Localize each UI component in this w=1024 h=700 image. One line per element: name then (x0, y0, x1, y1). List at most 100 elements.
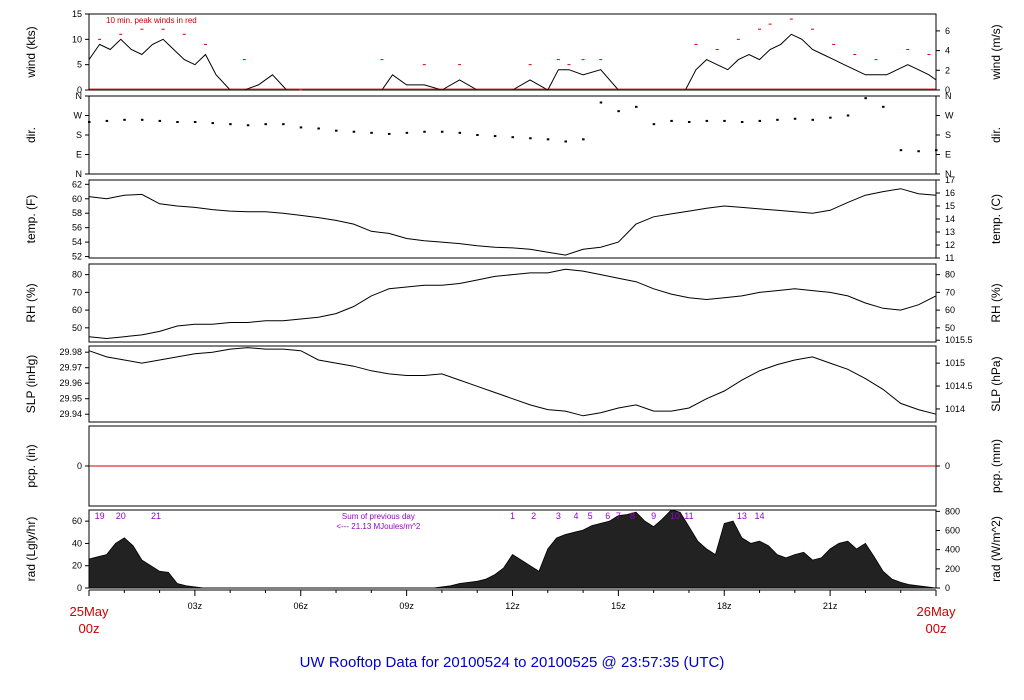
rad-hour-label: 2 (531, 511, 536, 521)
rh-ylabel-left: RH (%) (24, 283, 38, 322)
slp-ylabel-left: SLP (inHg) (24, 355, 38, 413)
dir-point (564, 140, 567, 143)
slp-series-line (88, 347, 937, 417)
dir-point (140, 118, 144, 121)
x-tick-label: 03z (188, 601, 203, 611)
dir-point (740, 121, 744, 123)
dir-point (458, 131, 462, 134)
dir-point (282, 123, 285, 126)
dir-point (670, 119, 673, 122)
slp-right-tick-label: 1014.5 (945, 381, 973, 391)
pcp-ylabel-right: pcp. (mm) (989, 439, 1003, 493)
wind-right-tick-label: 0 (945, 85, 950, 95)
dir-point (176, 121, 179, 123)
wind-ylabel-right: wind (m/s) (989, 24, 1003, 80)
rad-hour-label: 6 (605, 511, 610, 521)
rad-hour-label: 10 (670, 511, 680, 521)
rh-ylabel-right: RH (%) (989, 283, 1003, 322)
dir-point (829, 116, 832, 119)
dir-point (899, 149, 903, 152)
temp-left-tick-label: 58 (72, 208, 82, 218)
slp-right-tick-label: 1015 (945, 358, 965, 368)
rad-right-tick-label: 200 (945, 564, 960, 574)
dir-point (246, 124, 250, 127)
rad-series-area (88, 509, 937, 589)
pcp-right-tick-label: 0 (945, 461, 950, 471)
x-end-date: 26May (916, 604, 956, 619)
dir-point (846, 114, 850, 117)
x-start-time: 00z (79, 621, 100, 636)
rh-frame (88, 263, 937, 343)
rh-right-tick-label: 80 (945, 270, 955, 280)
wind-frame (88, 13, 937, 91)
dir-point (546, 138, 550, 141)
panel-rh: 50 60 70 80 50 60 70 80 RH (%) RH (%) (24, 263, 1003, 343)
rad-hour-label: 9 (651, 511, 656, 521)
temp-ylabel-right: temp. (C) (989, 194, 1003, 244)
x-start-date: 25May (69, 604, 109, 619)
rad-hour-label: 5 (588, 511, 593, 521)
dir-point (617, 110, 620, 113)
dir-ylabel-right: dir. (989, 127, 1003, 143)
panel-temp: 52 54 56 58 60 62 11 12 13 14 15 16 17 temp. (F) temp.… (24, 175, 1003, 263)
rad-left-tick-label: 40 (72, 538, 82, 548)
rad-right-tick-label: 400 (945, 545, 960, 555)
rad-right-tick-label: 800 (945, 506, 960, 516)
dir-left-tick-label: N (76, 91, 83, 101)
x-tick-label: 21z (823, 601, 838, 611)
rad-sum-title: Sum of previous day (342, 512, 415, 521)
wind-right-tick-label: 6 (945, 26, 950, 36)
dir-point (264, 123, 267, 126)
rad-hour-label: 20 (116, 511, 126, 521)
dir-point (511, 136, 514, 139)
x-tick-label: 15z (611, 601, 626, 611)
rad-left-tick-label: 0 (77, 583, 82, 593)
dir-point (423, 130, 426, 133)
dir-point (105, 119, 109, 122)
rad-hour-label: 8 (630, 511, 635, 521)
rad-left-tick-label: 20 (72, 561, 82, 571)
x-end-time: 00z (926, 621, 947, 636)
slp-left-tick-label: 29.96 (59, 378, 82, 388)
pcp-ylabel-left: pcp. (in) (24, 444, 38, 487)
dir-point (335, 129, 338, 132)
dir-point (687, 121, 691, 123)
dir-point (123, 118, 126, 121)
wind-ylabel-left: wind (kts) (24, 26, 38, 78)
temp-right-tick-label: 11 (945, 253, 954, 263)
temp-left-tick-label: 52 (72, 252, 82, 262)
dir-ylabel-left: dir. (24, 127, 38, 143)
dir-point (440, 130, 444, 133)
dir-right-tick-label: N (945, 169, 952, 179)
slp-ylabel-right: SLP (hPa) (989, 356, 1003, 411)
rh-right-tick-label: 70 (945, 287, 955, 297)
temp-left-tick-label: 54 (72, 237, 82, 247)
wind-left-tick-label: 15 (72, 9, 82, 19)
rh-left-tick-label: 80 (72, 270, 82, 280)
dir-right-tick-label: S (945, 130, 951, 140)
slp-left-tick-label: 29.95 (59, 394, 82, 404)
wind-left-tick-label: 10 (72, 34, 82, 44)
dir-left-tick-label: E (76, 150, 82, 160)
slp-left-tick-label: 29.94 (59, 409, 82, 419)
dir-right-tick-label: E (945, 150, 951, 160)
dir-point (193, 121, 197, 123)
rad-right-tick-label: 0 (945, 583, 950, 593)
slp-right-tick-label: 1014 (945, 404, 965, 414)
dir-point (88, 121, 91, 123)
dir-point (793, 117, 797, 120)
dir-point (599, 101, 603, 104)
rad-ylabel-left: rad (Lgly/hr) (24, 517, 38, 582)
dir-point (652, 123, 656, 126)
slp-right-tick-label: 1015.5 (945, 335, 973, 345)
dir-left-tick-label: W (74, 111, 83, 121)
temp-series-line (88, 188, 937, 256)
dir-point (811, 118, 814, 121)
rad-hour-label: 21 (151, 511, 161, 521)
dir-point (935, 149, 938, 152)
temp-ylabel-left: temp. (F) (24, 195, 38, 244)
dir-point (370, 131, 373, 134)
